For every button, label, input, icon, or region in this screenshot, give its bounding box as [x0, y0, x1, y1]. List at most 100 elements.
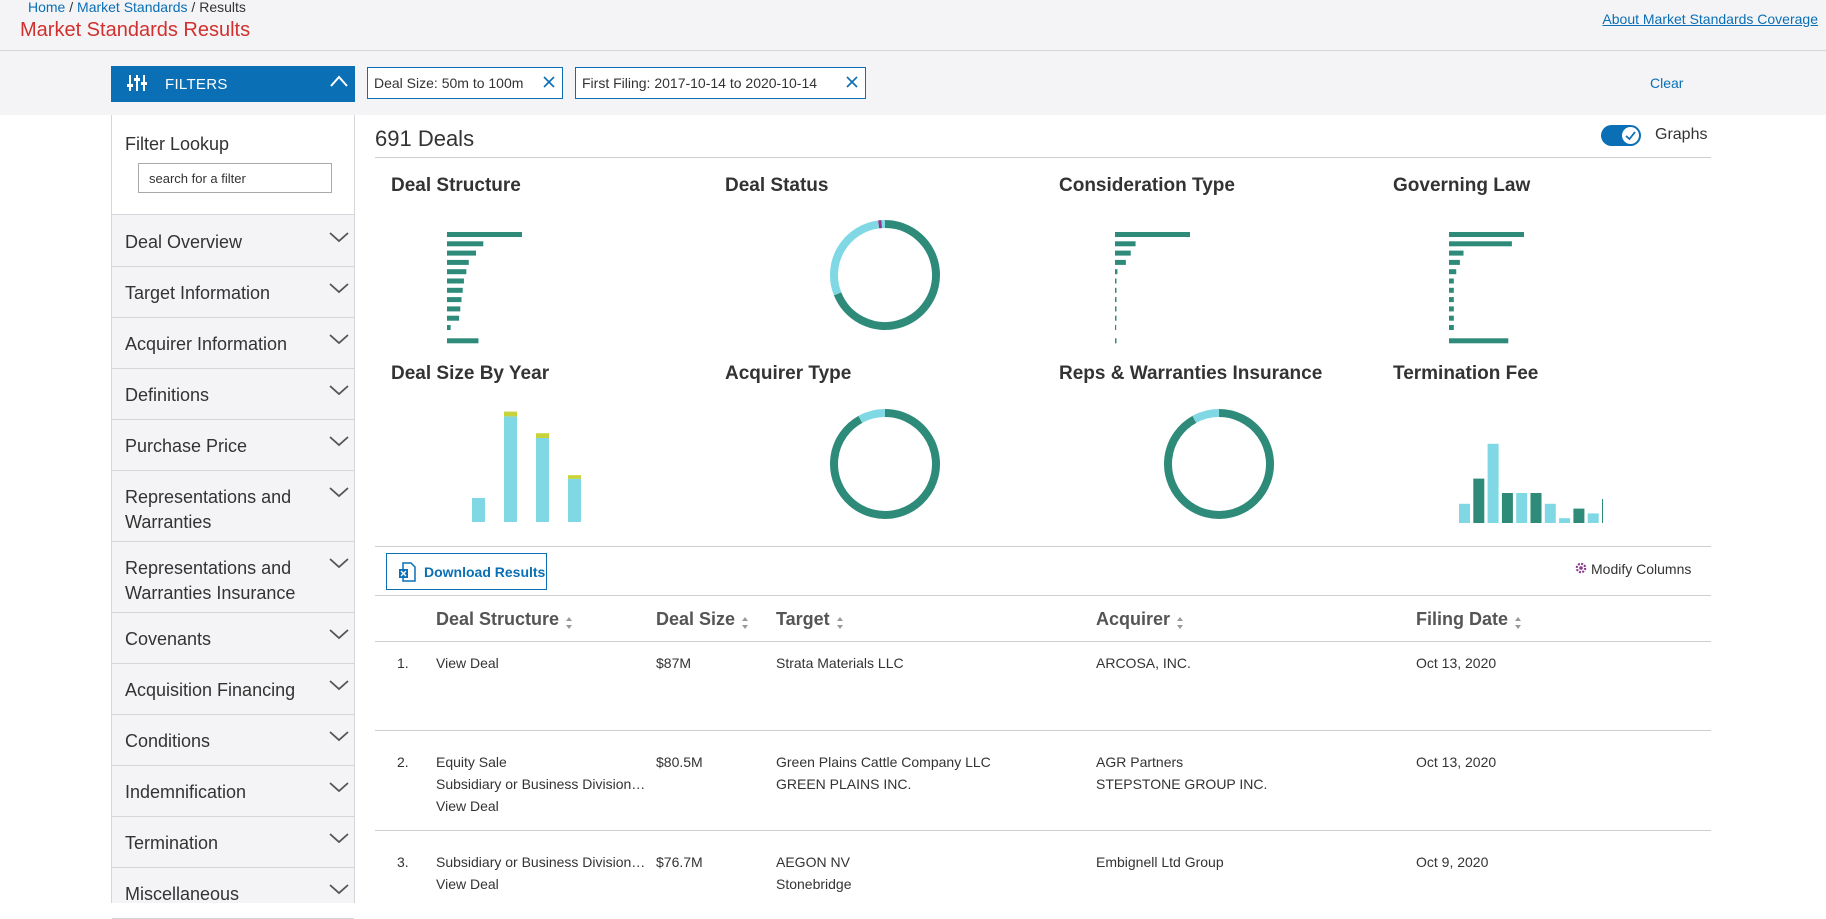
bar[interactable]: [447, 241, 483, 246]
bar[interactable]: [1559, 518, 1570, 523]
bar[interactable]: [1449, 232, 1524, 237]
bar[interactable]: [1115, 260, 1126, 265]
consideration-type-chart[interactable]: [1113, 213, 1233, 435]
column-header-filing-date[interactable]: Filing Date: [1416, 609, 1522, 630]
bar[interactable]: [447, 279, 464, 284]
bar[interactable]: [447, 338, 478, 343]
bar[interactable]: [1459, 504, 1470, 523]
pie-slice[interactable]: [860, 413, 885, 419]
bar[interactable]: [1545, 504, 1556, 523]
pie-slice[interactable]: [834, 413, 936, 515]
sidebar-item-representations-and-warranties-insurance[interactable]: Representations and Warranties Insurance: [112, 542, 354, 613]
sidebar-item-purchase-price[interactable]: Purchase Price: [112, 420, 354, 471]
bar[interactable]: [1488, 444, 1499, 523]
bar[interactable]: [1115, 288, 1117, 293]
termination-fee-chart[interactable]: [1453, 415, 1603, 525]
bar[interactable]: [1573, 509, 1584, 523]
bar[interactable]: [1115, 241, 1136, 246]
bar[interactable]: [447, 260, 469, 265]
bar[interactable]: [1449, 279, 1454, 284]
clear-filters-link[interactable]: Clear: [1650, 75, 1683, 91]
bar[interactable]: [1588, 513, 1599, 523]
sidebar-item-representations-and-warranties[interactable]: Representations and Warranties: [112, 471, 354, 542]
bar[interactable]: [1502, 493, 1513, 523]
bar[interactable]: [1115, 297, 1117, 302]
bar[interactable]: [1115, 316, 1117, 321]
bar[interactable]: [1531, 493, 1542, 523]
bar[interactable]: [1449, 251, 1464, 256]
filter-search-input[interactable]: [138, 163, 332, 193]
bar[interactable]: [1473, 479, 1484, 523]
graphs-toggle[interactable]: [1601, 125, 1641, 146]
stacked-bar-segment[interactable]: [504, 412, 517, 417]
bar[interactable]: [1449, 288, 1454, 293]
bar[interactable]: [447, 288, 463, 293]
stacked-bar-segment[interactable]: [504, 416, 517, 522]
bar[interactable]: [447, 269, 466, 274]
bar[interactable]: [1449, 338, 1508, 343]
close-icon[interactable]: [845, 75, 859, 89]
close-icon[interactable]: [542, 75, 556, 89]
bar[interactable]: [1449, 297, 1454, 302]
bar[interactable]: [1115, 269, 1117, 274]
bar[interactable]: [1115, 325, 1116, 330]
bar[interactable]: [447, 316, 459, 321]
bar[interactable]: [1115, 251, 1131, 256]
sidebar-item-target-information[interactable]: Target Information: [112, 267, 354, 318]
stacked-bar-segment[interactable]: [472, 498, 485, 522]
bar[interactable]: [1449, 325, 1454, 330]
bar[interactable]: [447, 297, 462, 302]
stacked-bar-segment[interactable]: [536, 438, 549, 522]
bar[interactable]: [1115, 306, 1117, 311]
deal-status-chart[interactable]: [825, 215, 945, 335]
sidebar-item-miscellaneous[interactable]: Miscellaneous: [112, 868, 354, 919]
column-header-target[interactable]: Target: [776, 609, 844, 630]
stacked-bar-segment[interactable]: [568, 479, 581, 522]
bar[interactable]: [1449, 269, 1456, 274]
bar[interactable]: [1449, 306, 1454, 311]
deal-size-link[interactable]: $80.5M: [656, 751, 703, 773]
deal-size-link[interactable]: $87M: [656, 652, 691, 674]
bar[interactable]: [447, 325, 451, 330]
sidebar-item-termination[interactable]: Termination: [112, 817, 354, 868]
sidebar-item-acquirer-information[interactable]: Acquirer Information: [112, 318, 354, 369]
bar[interactable]: [1115, 232, 1190, 237]
breadcrumb-home-link[interactable]: Home: [28, 0, 65, 15]
bar[interactable]: [1449, 316, 1454, 321]
breadcrumb-market-standards-link[interactable]: Market Standards: [77, 0, 188, 15]
pie-slice[interactable]: [1194, 413, 1219, 419]
bar[interactable]: [1115, 279, 1117, 284]
pie-slice[interactable]: [1168, 413, 1270, 515]
bar[interactable]: [447, 306, 460, 311]
bar[interactable]: [1516, 493, 1527, 523]
reps-warranties-insurance-chart[interactable]: [1159, 404, 1279, 524]
deal-size-by-year-chart[interactable]: [465, 395, 585, 525]
sidebar-item-conditions[interactable]: Conditions: [112, 715, 354, 766]
view-deal-link[interactable]: View Deal: [436, 795, 499, 817]
about-coverage-link[interactable]: About Market Standards Coverage: [1602, 11, 1818, 27]
sidebar-item-deal-overview[interactable]: Deal Overview: [112, 216, 354, 267]
download-results-button[interactable]: Download Results: [386, 553, 547, 590]
stacked-bar-segment[interactable]: [568, 475, 581, 479]
bar[interactable]: [1449, 241, 1512, 246]
deal-size-link[interactable]: $76.7M: [656, 851, 703, 873]
modify-columns-button[interactable]: Modify Columns: [1574, 561, 1691, 577]
bar[interactable]: [1602, 499, 1603, 523]
filters-toggle-button[interactable]: FILTERS: [111, 66, 355, 102]
view-deal-link[interactable]: View Deal: [436, 873, 499, 895]
bar[interactable]: [447, 251, 476, 256]
view-deal-link[interactable]: View Deal: [436, 652, 499, 674]
pie-slice[interactable]: [834, 224, 879, 293]
column-header-deal-size[interactable]: Deal Size: [656, 609, 749, 630]
column-header-acquirer[interactable]: Acquirer: [1096, 609, 1184, 630]
sidebar-item-definitions[interactable]: Definitions: [112, 369, 354, 420]
bar[interactable]: [1449, 260, 1460, 265]
stacked-bar-segment[interactable]: [536, 433, 549, 438]
sidebar-item-indemnification[interactable]: Indemnification: [112, 766, 354, 817]
bar[interactable]: [447, 232, 522, 237]
column-header-deal-structure[interactable]: Deal Structure: [436, 609, 573, 630]
governing-law-chart[interactable]: [1447, 213, 1567, 435]
acquirer-type-chart[interactable]: [825, 404, 945, 524]
bar[interactable]: [1115, 338, 1117, 343]
sidebar-item-covenants[interactable]: Covenants: [112, 613, 354, 664]
